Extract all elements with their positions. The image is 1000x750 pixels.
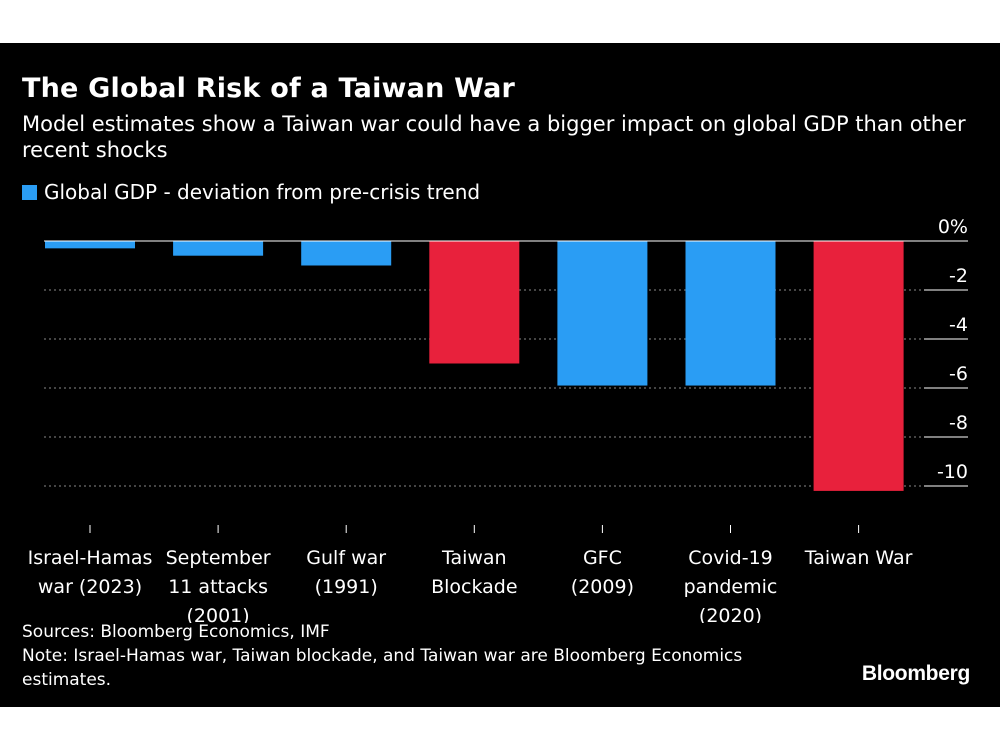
x-tick-label: September 11 attacks (2001): [166, 547, 271, 623]
bar: [813, 241, 904, 491]
x-tick-label: Covid-19 pandemic (2020): [684, 547, 778, 623]
bloomberg-logo: Bloomberg: [861, 662, 970, 685]
bar: [301, 241, 392, 266]
legend-label: Global GDP - deviation from pre-crisis t…: [44, 180, 481, 204]
bar: [429, 241, 520, 364]
bar-chart: 0% -2 -4 -6 -8 -10 Israel-Hamas war (2023) Septe…: [28, 216, 968, 623]
y-tick-label: -2: [949, 265, 968, 287]
legend-swatch: [22, 184, 37, 200]
x-tick-label: Taiwan Blockade: [431, 547, 517, 598]
footer-notes: Sources: Bloomberg Economics, IMF Note: …: [22, 620, 782, 692]
x-tick-label: Gulf war (1991): [306, 547, 386, 598]
x-tick-label: GFC (2009): [571, 547, 634, 598]
y-tick-label: 0%: [938, 216, 968, 238]
chart-frame: The Global Risk of a Taiwan War Model es…: [0, 43, 1000, 707]
bar: [45, 241, 135, 249]
y-tick-label: -8: [949, 412, 968, 434]
y-tick-label: -10: [937, 461, 968, 483]
x-tick-label: Israel-Hamas war (2023): [28, 547, 153, 598]
y-tick-label: -4: [949, 314, 968, 336]
sources-text: Sources: Bloomberg Economics, IMF: [22, 622, 330, 642]
chart-title: The Global Risk of a Taiwan War: [22, 73, 516, 104]
note-text: Note: Israel-Hamas war, Taiwan blockade,…: [22, 646, 743, 690]
chart-subtitle: Model estimates show a Taiwan war could …: [22, 112, 966, 162]
bar: [557, 241, 648, 386]
x-tick-label: Taiwan War: [804, 547, 913, 569]
legend: Global GDP - deviation from pre-crisis t…: [22, 180, 480, 204]
y-tick-label: -6: [949, 363, 968, 385]
bar: [173, 241, 264, 256]
bar: [685, 241, 776, 386]
